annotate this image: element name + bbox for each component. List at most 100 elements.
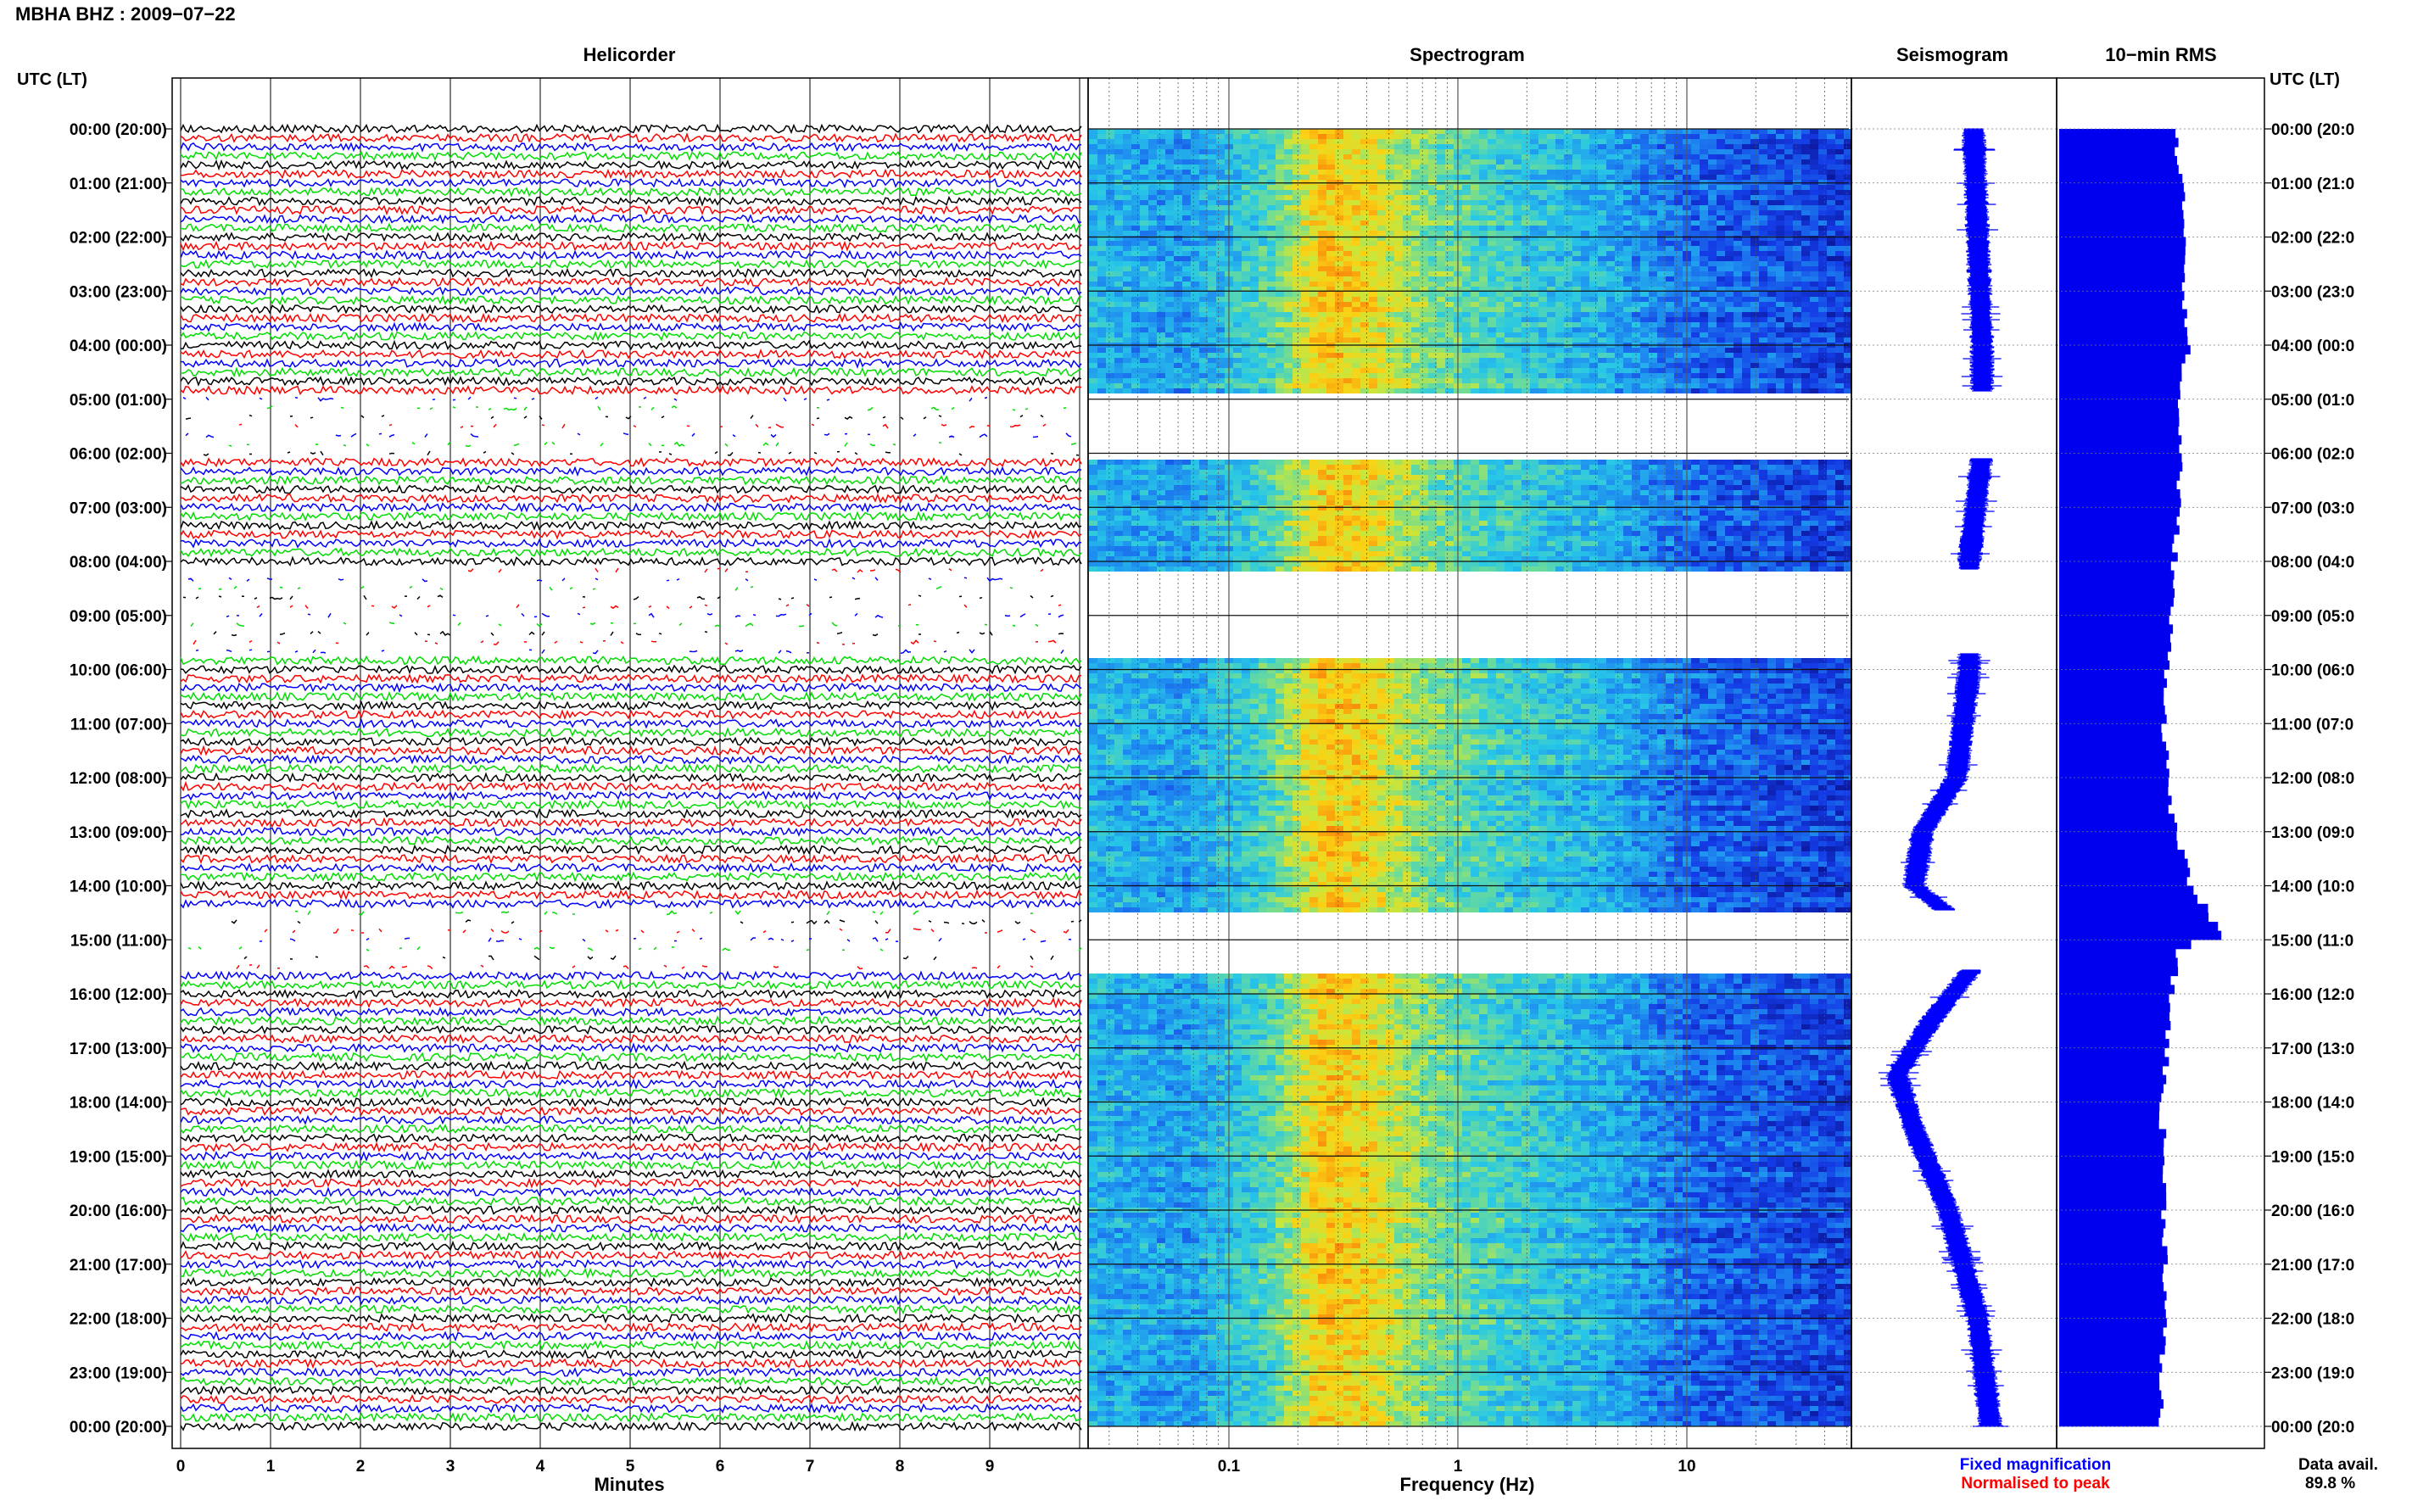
spectrogram-cell bbox=[1420, 317, 1428, 322]
spectrogram-cell bbox=[1513, 353, 1521, 358]
spectrogram-cell bbox=[1827, 149, 1835, 154]
spectrogram-cell bbox=[1182, 231, 1191, 236]
spectrogram-cell bbox=[1572, 322, 1581, 327]
spectrogram-cell bbox=[1759, 297, 1767, 302]
spectrogram-cell bbox=[1208, 144, 1216, 149]
spectrogram-cell bbox=[1360, 368, 1369, 373]
spectrogram-cell bbox=[1208, 317, 1216, 322]
spectrogram-cell bbox=[1801, 144, 1810, 149]
spectrogram-cell bbox=[1700, 292, 1708, 297]
spectrogram-cell bbox=[1462, 190, 1471, 195]
spectrogram-cell bbox=[1623, 317, 1632, 322]
spectrogram-cell bbox=[1742, 215, 1750, 220]
spectrogram-cell bbox=[1615, 210, 1623, 215]
spectrogram-cell bbox=[1615, 470, 1623, 475]
spectrogram-cell bbox=[1309, 271, 1318, 276]
spectrogram-cell bbox=[1293, 302, 1301, 307]
spectrogram-cell bbox=[1623, 210, 1632, 215]
spectrogram-cell bbox=[1301, 266, 1309, 271]
spectrogram-cell bbox=[1267, 383, 1276, 388]
spectrogram-cell bbox=[1462, 200, 1471, 205]
spectrogram-cell bbox=[1250, 327, 1259, 332]
spectrogram-cell bbox=[1360, 465, 1369, 470]
spectrogram-cell bbox=[1827, 144, 1835, 149]
spectrogram-cell bbox=[1649, 251, 1657, 256]
spectrogram-cell bbox=[1818, 129, 1827, 134]
spectrogram-cell bbox=[1343, 348, 1352, 353]
spectrogram-cell bbox=[1233, 190, 1242, 195]
spectrogram-cell bbox=[1623, 261, 1632, 266]
spectrogram-cell bbox=[1089, 180, 1097, 185]
spectrogram-cell bbox=[1106, 276, 1114, 282]
spectrogram-cell bbox=[1259, 271, 1267, 276]
spectrogram-cell bbox=[1445, 149, 1454, 154]
spectrogram-cell bbox=[1360, 353, 1369, 358]
spectrogram-cell bbox=[1123, 475, 1131, 480]
spectrogram-cell bbox=[1784, 292, 1793, 297]
spectrogram-cell bbox=[1623, 144, 1632, 149]
spectrogram-cell bbox=[1555, 149, 1564, 154]
spectrogram-cell bbox=[1827, 215, 1835, 220]
spectrogram-cell bbox=[1708, 378, 1717, 383]
spectrogram-cell bbox=[1691, 241, 1700, 246]
spectrogram-cell bbox=[1267, 317, 1276, 322]
spectrogram-cell bbox=[1640, 180, 1649, 185]
spectrogram-cell bbox=[1818, 317, 1827, 322]
spectrogram-cell bbox=[1259, 139, 1267, 144]
spectrogram-cell bbox=[1717, 327, 1725, 332]
spectrogram-cell bbox=[1360, 312, 1369, 317]
spectrogram-cell bbox=[1589, 358, 1598, 363]
spectrogram-cell bbox=[1801, 282, 1810, 287]
seismogram-panel-title: Seismogram bbox=[1896, 44, 2008, 65]
spectrogram-cell bbox=[1827, 368, 1835, 373]
spectrogram-cell bbox=[1309, 465, 1318, 470]
spectrogram-cell bbox=[1462, 383, 1471, 388]
spectrogram-cell bbox=[1717, 276, 1725, 282]
spectrogram-cell bbox=[1157, 378, 1165, 383]
spectrogram-cell bbox=[1555, 129, 1564, 134]
spectrogram-cell bbox=[1759, 465, 1767, 470]
spectrogram-cell bbox=[1640, 368, 1649, 373]
spectrogram-cell bbox=[1394, 282, 1403, 287]
spectrogram-cell bbox=[1725, 276, 1734, 282]
spectrogram-cell bbox=[1386, 195, 1394, 200]
spectrogram-cell bbox=[1742, 276, 1750, 282]
spectrogram-cell bbox=[1606, 465, 1615, 470]
spectrogram-cell bbox=[1267, 154, 1276, 159]
spectrogram-cell bbox=[1759, 180, 1767, 185]
spectrogram-cell bbox=[1123, 210, 1131, 215]
spectrogram-cell bbox=[1394, 271, 1403, 276]
spectrogram-cell bbox=[1259, 246, 1267, 251]
spectrogram-cell bbox=[1555, 465, 1564, 470]
spectrogram-cell bbox=[1818, 338, 1827, 343]
spectrogram-cell bbox=[1191, 271, 1199, 276]
spectrogram-cell bbox=[1276, 368, 1284, 373]
spectrogram-cell bbox=[1326, 144, 1335, 149]
spectrogram-cell bbox=[1488, 205, 1496, 210]
spectrogram-cell bbox=[1479, 327, 1488, 332]
spectrogram-cell bbox=[1615, 246, 1623, 251]
spectrogram-cell bbox=[1318, 185, 1326, 190]
spectrogram-cell bbox=[1471, 226, 1479, 231]
spectrogram-cell bbox=[1411, 358, 1420, 363]
spectrogram-cell bbox=[1564, 190, 1572, 195]
spectrogram-cell bbox=[1691, 327, 1700, 332]
spectrogram-cell bbox=[1242, 210, 1250, 215]
spectrogram-cell bbox=[1089, 292, 1097, 297]
spectrogram-cell bbox=[1208, 215, 1216, 220]
spectrogram-cell bbox=[1623, 246, 1632, 251]
spectrogram-cell bbox=[1538, 175, 1547, 180]
spectrogram-cell bbox=[1818, 363, 1827, 368]
spectrogram-cell bbox=[1513, 282, 1521, 287]
spectrogram-cell bbox=[1581, 170, 1589, 175]
spectrogram-cell bbox=[1326, 205, 1335, 210]
spectrogram-cell bbox=[1165, 134, 1174, 139]
spectrogram-cell bbox=[1513, 338, 1521, 343]
spectrogram-cell bbox=[1776, 388, 1784, 393]
spectrogram-cell bbox=[1725, 139, 1734, 144]
spectrogram-cell bbox=[1564, 353, 1572, 358]
spectrogram-cell bbox=[1606, 307, 1615, 312]
spectrogram-cell bbox=[1598, 231, 1606, 236]
spectrogram-cell bbox=[1505, 470, 1513, 475]
spectrogram-cell bbox=[1801, 297, 1810, 302]
